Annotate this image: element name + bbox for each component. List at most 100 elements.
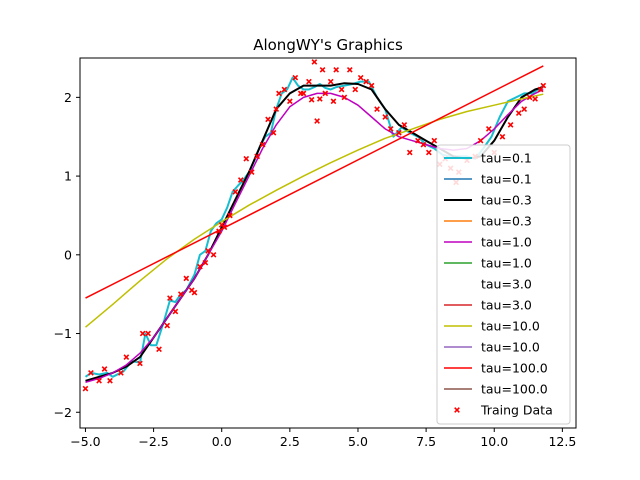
data-point <box>401 122 408 128</box>
data-point <box>139 330 146 337</box>
data-point <box>306 78 312 85</box>
data-point <box>300 90 307 97</box>
legend-label: tau=10.0 <box>481 340 540 355</box>
data-point <box>205 248 211 254</box>
x-axis: −5.0 −2.5 0.0 2.5 5.0 7.5 10.0 12.5 <box>70 428 576 449</box>
data-point <box>118 370 124 376</box>
x-tick-label: 7.5 <box>416 434 436 449</box>
series-line-10 <box>85 65 544 299</box>
legend-item: tau=0.1 <box>444 172 532 187</box>
legend-label: tau=0.3 <box>481 214 532 229</box>
legend-label: tau=3.0 <box>481 277 532 292</box>
legend-marker <box>454 407 460 413</box>
data-point <box>156 346 162 353</box>
data-point <box>395 129 402 136</box>
x-tick-label: 12.5 <box>548 434 576 449</box>
y-tick-label: −1 <box>54 326 72 341</box>
data-point <box>88 370 94 376</box>
data-point <box>145 330 151 337</box>
y-tick-label: 0 <box>64 247 72 262</box>
data-point <box>248 169 255 176</box>
data-point <box>314 118 320 124</box>
data-point <box>221 224 228 231</box>
data-point <box>338 86 345 93</box>
legend-label: tau=0.1 <box>481 172 532 187</box>
data-point <box>521 106 528 113</box>
data-point <box>237 177 244 183</box>
data-point <box>96 377 102 384</box>
data-point <box>254 153 261 160</box>
data-point <box>265 116 271 123</box>
data-point <box>308 96 315 103</box>
legend-label: tau=1.0 <box>481 256 532 271</box>
legend-label: tau=0.3 <box>481 193 532 208</box>
data-point <box>330 98 337 105</box>
data-point <box>507 122 514 128</box>
data-point <box>322 90 329 97</box>
data-point <box>232 188 239 195</box>
legend-label: tau=100.0 <box>481 361 548 376</box>
data-point <box>387 125 394 132</box>
data-point <box>123 354 130 361</box>
legend-label: tau=1.0 <box>481 235 532 250</box>
legend-item: tau=10.0 <box>444 319 540 334</box>
data-point <box>259 141 266 148</box>
data-point <box>137 360 143 367</box>
legend-item: tau=0.1 <box>444 151 532 166</box>
data-point <box>183 275 190 282</box>
data-point <box>172 308 179 315</box>
legend-item: tau=3.0 <box>444 277 532 292</box>
data-point <box>281 86 288 93</box>
data-point <box>415 137 421 144</box>
data-point <box>327 78 334 85</box>
legend-item: tau=100.0 <box>444 361 548 376</box>
y-axis: −2 −1 0 1 2 <box>54 90 80 420</box>
data-point <box>82 385 89 392</box>
data-point <box>316 96 323 102</box>
legend-item: tau=10.0 <box>444 340 540 355</box>
legend-item: tau=0.3 <box>444 214 532 229</box>
data-point <box>107 377 113 384</box>
data-point <box>352 86 359 93</box>
data-point <box>499 133 506 140</box>
data-point <box>537 86 544 93</box>
x-tick-label: −5.0 <box>70 434 100 449</box>
data-point <box>191 289 198 296</box>
data-point <box>363 78 370 85</box>
legend-item: Traing Data <box>454 403 553 418</box>
data-point <box>292 74 299 81</box>
data-point <box>210 251 217 258</box>
legend-item: tau=1.0 <box>444 235 532 250</box>
data-point <box>227 212 233 219</box>
data-point <box>177 291 184 298</box>
legend-item: tau=1.0 <box>444 256 532 271</box>
legend-label: tau=0.1 <box>481 151 532 166</box>
data-point <box>197 263 203 270</box>
data-point <box>532 96 538 102</box>
data-point <box>319 66 326 73</box>
data-point <box>374 106 380 113</box>
data-point <box>526 94 533 101</box>
data-point <box>333 66 340 73</box>
x-tick-label: 10.0 <box>480 434 508 449</box>
chart-title: AlongWY's Graphics <box>253 36 403 54</box>
series-line-8 <box>85 93 544 328</box>
legend-label: tau=10.0 <box>481 319 540 334</box>
legend-label: tau=100.0 <box>481 382 548 397</box>
data-point <box>477 137 484 144</box>
legend-item: tau=0.3 <box>444 193 532 208</box>
data-point <box>202 259 209 266</box>
data-point <box>485 125 492 132</box>
legend-item: tau=3.0 <box>444 298 532 313</box>
data-point <box>357 74 364 81</box>
data-point <box>286 98 293 105</box>
x-tick-label: 2.5 <box>280 434 300 449</box>
legend-item: tau=100.0 <box>444 382 548 397</box>
data-point <box>243 155 250 162</box>
data-point <box>515 110 522 116</box>
x-tick-label: 5.0 <box>348 434 368 449</box>
data-point <box>273 106 280 113</box>
legend: tau=0.1 tau=0.1 tau=0.3 tau=0.3 tau=1.0 tau=1… <box>436 144 571 425</box>
data-point <box>216 228 222 235</box>
